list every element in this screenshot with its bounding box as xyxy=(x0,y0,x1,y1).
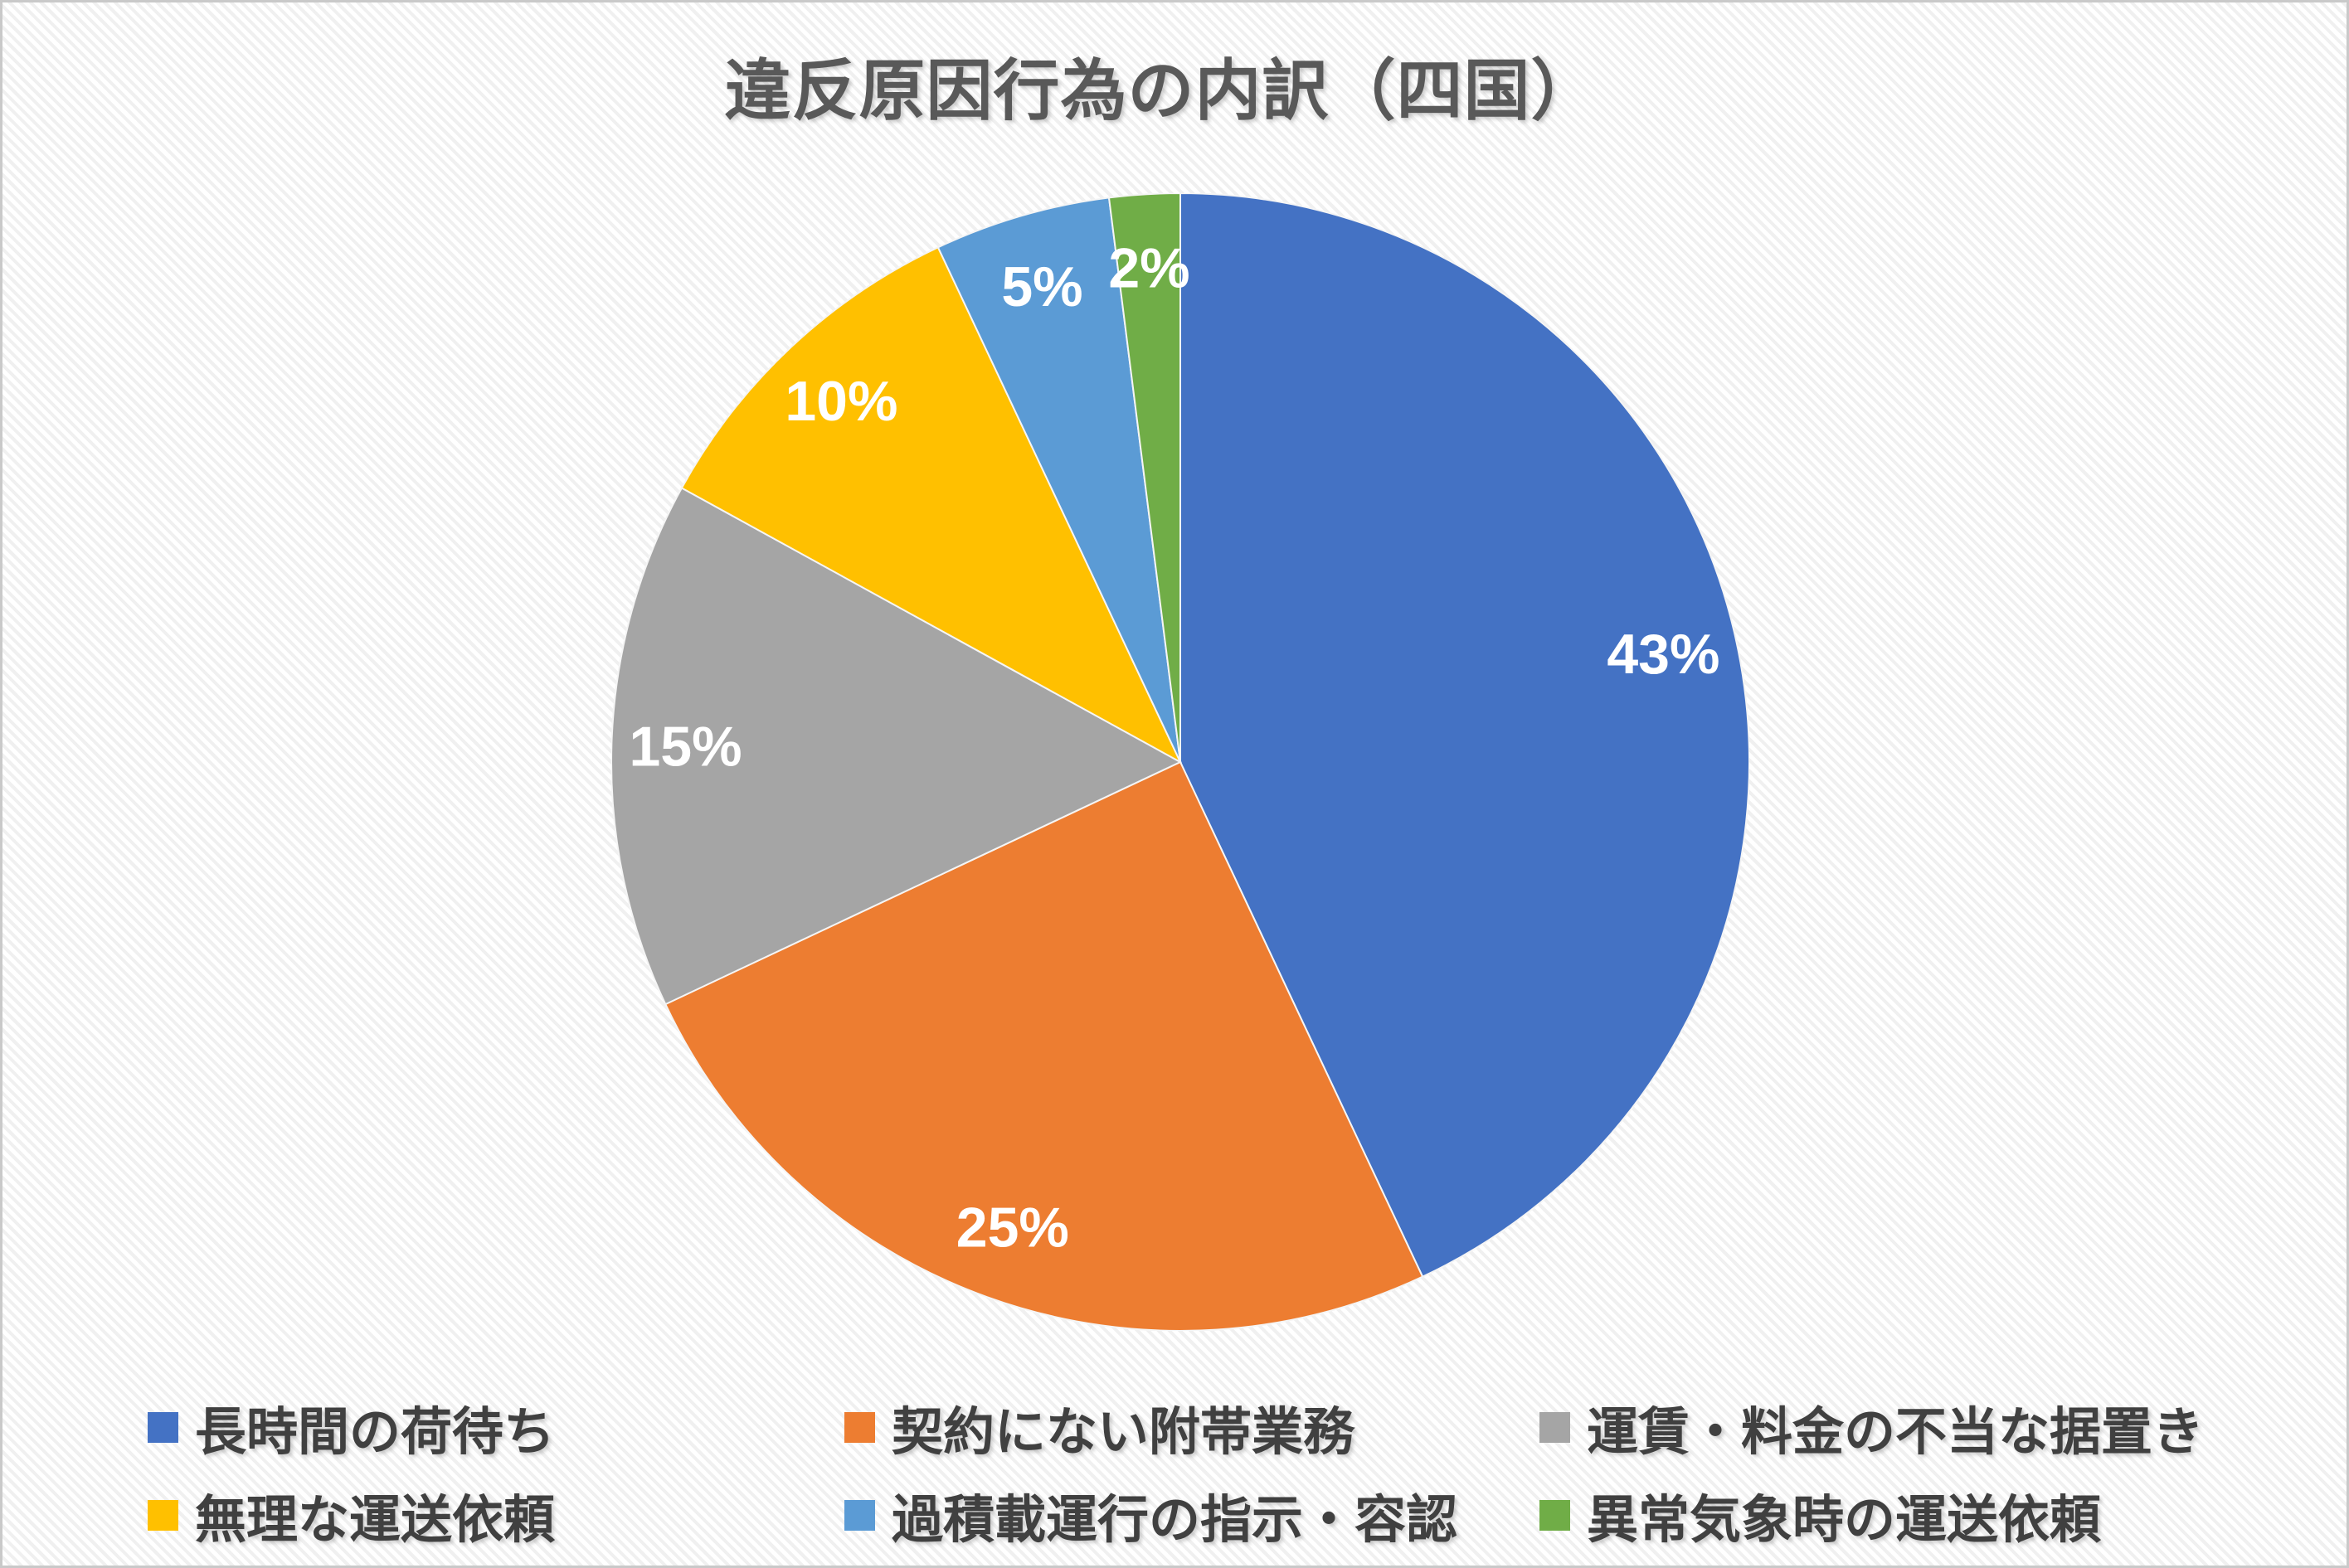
pie-chart: 43% 25% 15% 10% 5% 2% xyxy=(611,193,1749,1331)
legend-item: 異常気象時の運送依頼 xyxy=(1539,1486,2101,1549)
pie-data-label-2: 25% xyxy=(956,1197,1069,1260)
pie-data-label-1: 43% xyxy=(1607,623,1719,686)
legend-item: 無理な運送依頼 xyxy=(148,1486,555,1549)
pie-data-label-3: 15% xyxy=(629,715,742,778)
legend-item: 過積載運行の指示・容認 xyxy=(844,1486,1457,1549)
legend-item: 長時間の荷待ち xyxy=(148,1398,555,1461)
pie-slice-4 xyxy=(680,245,1183,765)
legend-label: 運賃・料金の不当な据置き xyxy=(1587,1404,2205,1461)
legend-label: 契約にない附帯業務 xyxy=(892,1404,1355,1461)
pie-data-label-5: 5% xyxy=(1001,255,1082,318)
legend-swatch-blue xyxy=(148,1411,178,1443)
pie-slice-6 xyxy=(1107,193,1181,763)
legend-swatch-yellow xyxy=(148,1499,178,1531)
legend-swatch-gray xyxy=(1539,1411,1570,1443)
legend-swatch-lightblue xyxy=(844,1499,875,1531)
legend-label: 異常気象時の運送依頼 xyxy=(1587,1492,2102,1549)
pie-slice-5 xyxy=(936,197,1181,763)
legend-swatch-orange xyxy=(844,1411,875,1443)
pie-data-label-6: 2% xyxy=(1108,236,1189,299)
pie-chart-area: 43% 25% 15% 10% 5% 2% xyxy=(611,193,1749,1331)
legend-item: 運賃・料金の不当な据置き xyxy=(1539,1398,2204,1461)
pie-data-label-4: 10% xyxy=(785,370,897,433)
pie-slice-1 xyxy=(1179,193,1749,1279)
legend-label: 過積載運行の指示・容認 xyxy=(892,1492,1458,1549)
legend-item: 契約にない附帯業務 xyxy=(844,1398,1354,1461)
pie-slice-2 xyxy=(664,760,1424,1331)
legend-swatch-green xyxy=(1539,1499,1570,1531)
legend-label: 無理な運送依頼 xyxy=(195,1492,556,1549)
pie-slice-3 xyxy=(611,487,1183,1006)
legend-label: 長時間の荷待ち xyxy=(195,1404,556,1461)
chart-title: 違反原因行為の内訳（四国） xyxy=(724,54,1598,128)
